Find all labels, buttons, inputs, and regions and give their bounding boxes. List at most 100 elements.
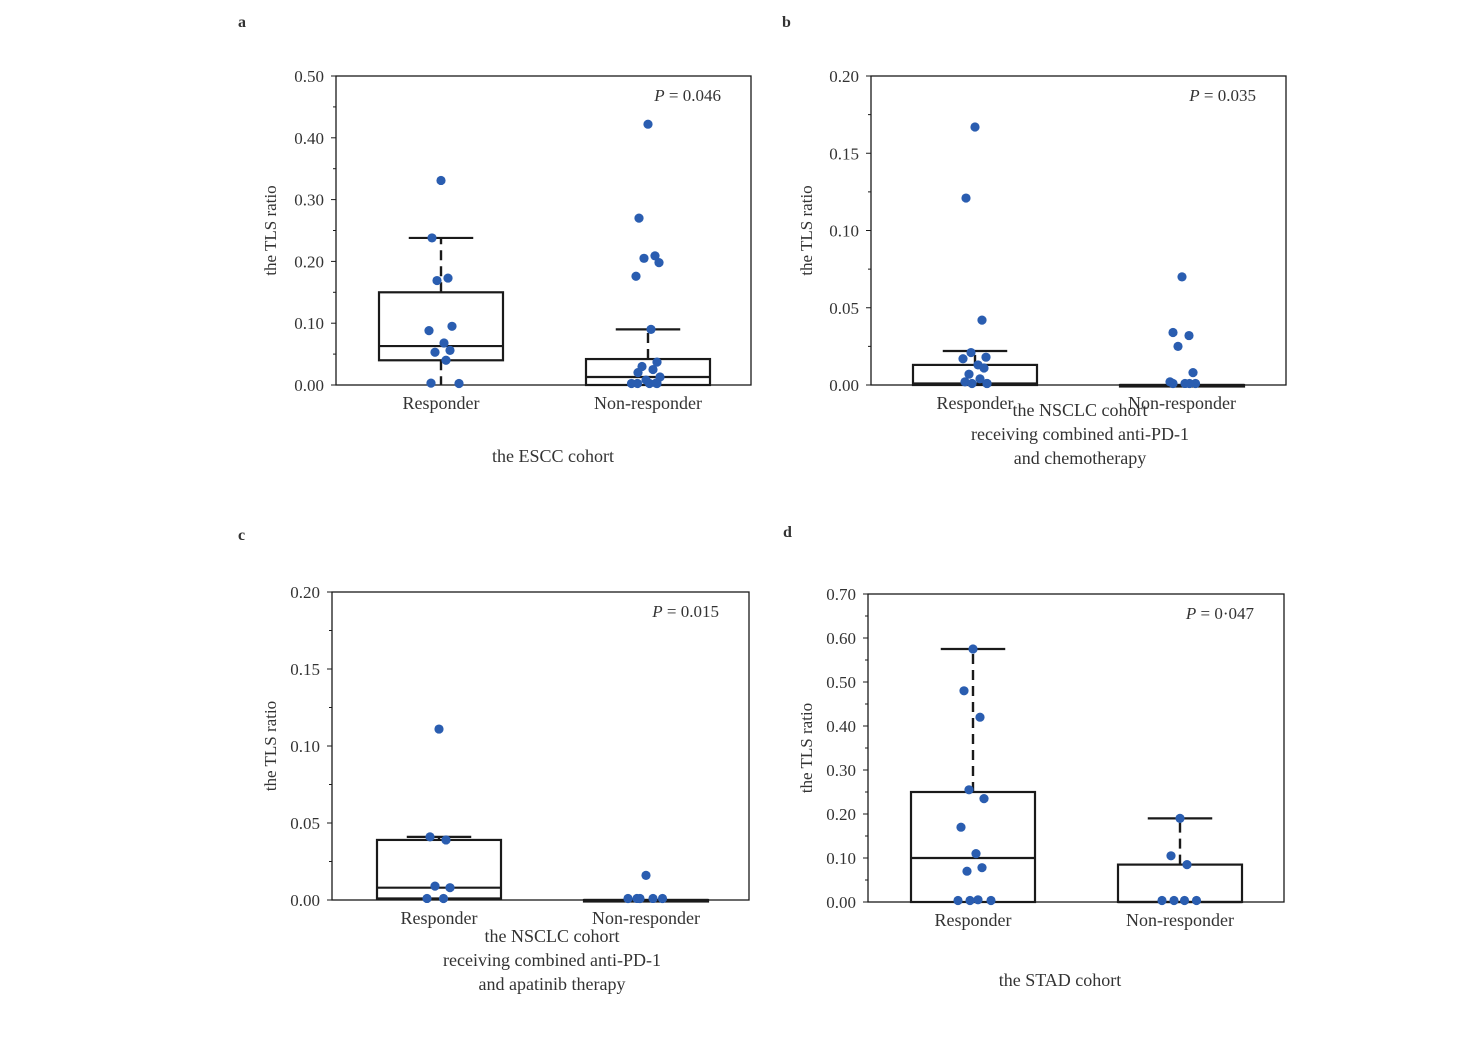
y-tick-label: 0.00	[829, 376, 859, 395]
y-tick-label: 0.60	[826, 629, 856, 648]
group-responder	[911, 122, 1039, 389]
x-category-label: Responder	[937, 393, 1014, 413]
y-axis-title: the TLS ratio	[261, 701, 280, 791]
data-point	[964, 369, 974, 379]
plot-frame	[335, 75, 752, 386]
data-point	[434, 724, 444, 734]
data-point	[648, 364, 658, 375]
y-tick-label: 0.15	[829, 144, 859, 163]
y-tick-label: 0.50	[826, 673, 856, 692]
cohort-caption: the ESCC cohort	[492, 446, 614, 466]
data-point	[966, 347, 976, 358]
data-point	[443, 273, 453, 283]
data-point	[958, 354, 968, 364]
x-category-label: Non-responder	[592, 908, 700, 928]
box	[1116, 863, 1244, 904]
y-tick-label: 0.10	[826, 849, 856, 868]
x-category-label: Non-responder	[1126, 910, 1234, 930]
data-point	[967, 378, 977, 389]
data-point	[626, 378, 637, 389]
cohort-caption: the STAD cohort	[999, 970, 1122, 990]
p-symbol: P	[1188, 86, 1199, 105]
y-tick-label: 0.30	[294, 191, 324, 210]
p-number: = 0.046	[665, 86, 721, 105]
data-point	[426, 378, 436, 388]
panel-letter: d	[783, 524, 792, 541]
y-axis-title: the TLS ratio	[797, 185, 816, 275]
data-point	[1188, 368, 1198, 378]
data-point	[956, 822, 966, 832]
x-category-label: Non-responder	[594, 393, 702, 413]
data-point	[979, 363, 989, 373]
group-responder	[909, 644, 1037, 906]
y-tick-label: 0.40	[294, 129, 324, 148]
group-non-responder	[582, 870, 710, 904]
p-value: P = 0·047	[1185, 604, 1255, 623]
cohort-caption: the NSCLC cohort	[485, 926, 620, 946]
panel-letter: c	[238, 527, 245, 544]
cohort-caption: the NSCLC cohort	[1013, 400, 1148, 420]
data-point	[953, 895, 963, 906]
data-point	[652, 357, 662, 367]
panel-c: c 0.00 0.05 0.10 0.15 0.20 the TLS ratio Respon…	[238, 527, 750, 994]
x-category-label: Responder	[403, 393, 480, 413]
data-point	[648, 893, 658, 904]
data-point	[633, 368, 643, 378]
data-point	[960, 377, 970, 387]
data-point	[1166, 851, 1176, 861]
data-point	[964, 785, 974, 795]
p-number: = 0.035	[1200, 86, 1256, 105]
data-point	[425, 832, 435, 842]
y-tick-label: 0.30	[826, 761, 856, 780]
data-point	[986, 895, 996, 906]
panel-letter: a	[238, 14, 246, 31]
y-tick-label: 0.00	[294, 376, 324, 395]
y-tick-label: 0.20	[826, 805, 856, 824]
data-point	[977, 315, 987, 325]
y-tick-label: 0.05	[290, 814, 320, 833]
y-tick-label: 0.00	[826, 893, 856, 912]
panel-letter: b	[782, 14, 791, 31]
data-point	[430, 881, 440, 891]
p-number: = 0.015	[663, 602, 719, 621]
data-point	[427, 233, 437, 243]
data-point	[641, 870, 651, 880]
data-point	[643, 119, 653, 129]
group-non-responder	[1118, 272, 1246, 389]
y-tick-label: 0.50	[294, 67, 324, 86]
panel-b: b 0.00 0.05 0.10 0.15 0.20 the TLS ratio Respon…	[782, 14, 1287, 468]
data-point	[979, 794, 989, 804]
data-point	[634, 213, 644, 223]
x-category-label: Responder	[935, 910, 1012, 930]
cohort-caption: receiving combined anti-PD-1	[443, 950, 661, 970]
cohort-caption: and chemotherapy	[1014, 448, 1146, 468]
y-tick-label: 0.20	[294, 252, 324, 271]
data-point	[646, 324, 656, 334]
y-tick-label: 0.05	[829, 299, 859, 318]
data-point	[631, 271, 641, 281]
x-category-label: Non-responder	[1128, 393, 1236, 413]
data-point	[1177, 272, 1187, 282]
data-point	[447, 321, 457, 331]
data-point	[441, 835, 451, 845]
plot-frame	[870, 75, 1287, 386]
data-point	[657, 893, 668, 904]
panel-a: a 0.00 0.10 0.20 0.30 0.40 0.50 the TLS ratio Re…	[238, 14, 752, 466]
y-axis-title: the TLS ratio	[797, 703, 816, 793]
data-point	[973, 895, 983, 905]
data-point	[959, 686, 969, 696]
group-non-responder	[584, 119, 712, 389]
data-point	[968, 644, 978, 654]
data-point	[965, 895, 975, 906]
data-point	[445, 883, 455, 893]
box	[375, 838, 503, 900]
data-point	[1157, 895, 1167, 906]
y-axis-title: the TLS ratio	[261, 185, 280, 275]
data-point	[445, 345, 455, 355]
data-point	[981, 352, 991, 362]
data-point	[654, 258, 664, 268]
data-point	[975, 374, 985, 384]
y-tick-label: 0.10	[829, 222, 859, 241]
group-responder	[377, 175, 505, 389]
